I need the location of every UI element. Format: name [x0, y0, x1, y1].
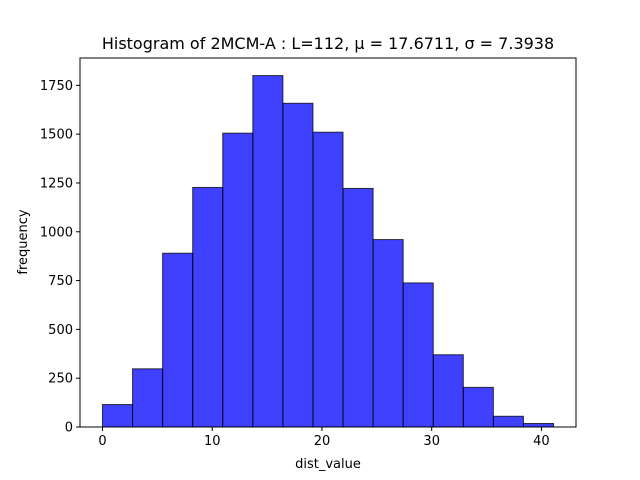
x-tick-label: 40: [533, 434, 550, 449]
histogram-bar: [522, 422, 555, 428]
histogram-bar: [342, 187, 374, 428]
plot-frame: [79, 57, 577, 428]
histogram-bar: [462, 386, 494, 428]
x-axis-ticks: 0 10 20 30 40: [98, 427, 550, 449]
y-axis-ticks: 0 250 500 750 1000 1250 1500 1750: [40, 79, 80, 436]
histogram-bar: [282, 102, 314, 428]
y-tick-label: 0: [65, 421, 73, 436]
y-axis-label: frequency: [16, 209, 31, 275]
histogram-bar: [492, 415, 524, 428]
chart-title: Histogram of 2MCM-A : L=112, μ = 17.6711…: [102, 34, 554, 53]
histogram-bar: [372, 239, 404, 428]
x-axis-label: dist_value: [295, 457, 361, 472]
histogram-bar: [222, 132, 254, 428]
x-tick-label: 30: [423, 434, 440, 449]
y-tick-label: 1500: [40, 128, 73, 143]
histogram-bar: [162, 252, 194, 428]
histogram-bar: [132, 368, 164, 428]
histogram-bar: [252, 75, 284, 428]
x-tick-label: 0: [98, 434, 106, 449]
y-tick-label: 1000: [40, 225, 73, 240]
histogram-bar: [192, 186, 224, 428]
histogram-bar: [402, 282, 434, 428]
y-tick-label: 1750: [40, 79, 73, 94]
y-tick-label: 1250: [40, 176, 73, 191]
x-tick-label: 10: [204, 434, 221, 449]
histogram-bar: [312, 131, 344, 428]
histogram-bar: [432, 354, 464, 428]
y-tick-label: 750: [48, 274, 73, 289]
bars-group: [101, 75, 555, 428]
histogram-bar: [101, 404, 134, 428]
x-tick-label: 20: [314, 434, 331, 449]
y-tick-label: 250: [48, 372, 73, 387]
y-tick-label: 500: [48, 323, 73, 338]
